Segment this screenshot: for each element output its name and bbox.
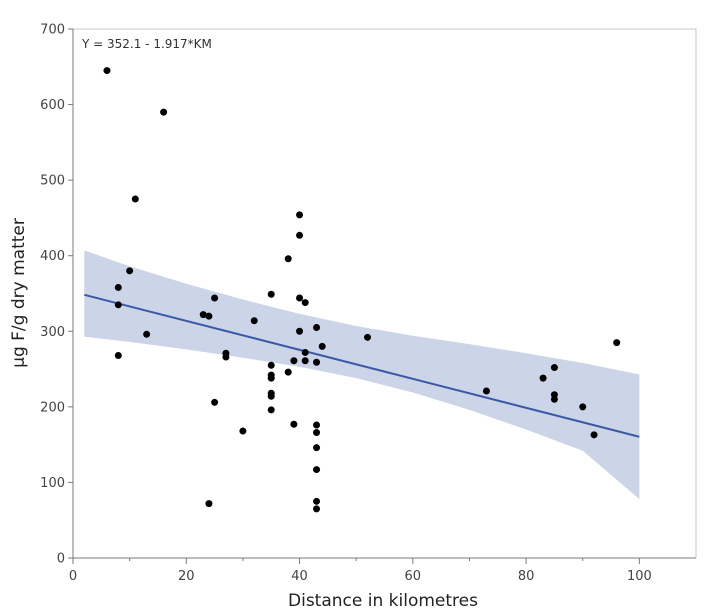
data-point (114, 351, 122, 359)
x-tick-label: 100 (627, 569, 652, 584)
data-point (613, 339, 621, 347)
data-point (318, 342, 326, 350)
y-axis-title: µg F/g dry matter (9, 218, 29, 368)
confidence-band (84, 250, 640, 500)
data-point (482, 387, 490, 395)
y-tick-label: 200 (40, 400, 65, 415)
data-point (313, 444, 321, 452)
y-tick-label: 700 (40, 23, 65, 38)
data-point (267, 392, 275, 400)
data-point (205, 500, 213, 508)
data-point (114, 283, 122, 291)
data-point (313, 421, 321, 429)
data-point (290, 357, 298, 365)
regression-equation: Y = 352.1 - 1.917*KM (81, 37, 212, 51)
data-point (103, 67, 111, 75)
data-point (296, 211, 304, 219)
data-point (267, 406, 275, 414)
data-point (301, 348, 309, 356)
data-point (267, 374, 275, 382)
data-point (296, 231, 304, 239)
data-point (539, 374, 547, 382)
data-point (313, 497, 321, 505)
data-point (313, 466, 321, 474)
x-tick-label: 60 (405, 569, 422, 584)
y-tick-label: 400 (40, 249, 65, 264)
data-point (301, 357, 309, 365)
data-point (114, 301, 122, 309)
y-tick-label: 0 (57, 552, 65, 567)
data-point (284, 368, 292, 376)
data-point (364, 333, 372, 341)
y-tick-label: 600 (40, 98, 65, 113)
data-point (199, 311, 207, 319)
data-point (143, 330, 151, 338)
data-point (313, 358, 321, 366)
data-point (590, 431, 598, 439)
data-point (301, 299, 309, 307)
data-point (296, 294, 304, 302)
data-point (211, 294, 219, 302)
data-point (267, 361, 275, 369)
data-point (160, 108, 168, 116)
data-point (222, 353, 230, 361)
y-tick-label: 300 (40, 325, 65, 340)
x-tick-label: 80 (518, 569, 535, 584)
data-point (126, 267, 134, 275)
data-point (250, 317, 258, 325)
y-tick-label: 500 (40, 174, 65, 189)
data-point (290, 420, 298, 428)
data-point (296, 327, 304, 335)
data-point (239, 427, 247, 435)
x-axis-title: Distance in kilometres (288, 591, 478, 611)
data-point (267, 290, 275, 298)
data-point (550, 395, 558, 403)
data-point (579, 403, 587, 411)
data-point (205, 312, 213, 320)
x-tick-label: 40 (291, 569, 308, 584)
x-tick-label: 20 (178, 569, 195, 584)
data-point (313, 505, 321, 513)
data-point (284, 255, 292, 263)
data-point (211, 398, 219, 406)
regression-line (84, 293, 640, 438)
x-tick-label: 0 (69, 569, 77, 584)
data-point (550, 364, 558, 372)
data-point (131, 195, 139, 203)
y-tick-label: 100 (40, 476, 65, 491)
data-point (313, 324, 321, 332)
plot-area: 0 100 200 300 400 500 600 700 0 20 40 60 80 100 (40, 23, 697, 584)
data-point (313, 429, 321, 437)
